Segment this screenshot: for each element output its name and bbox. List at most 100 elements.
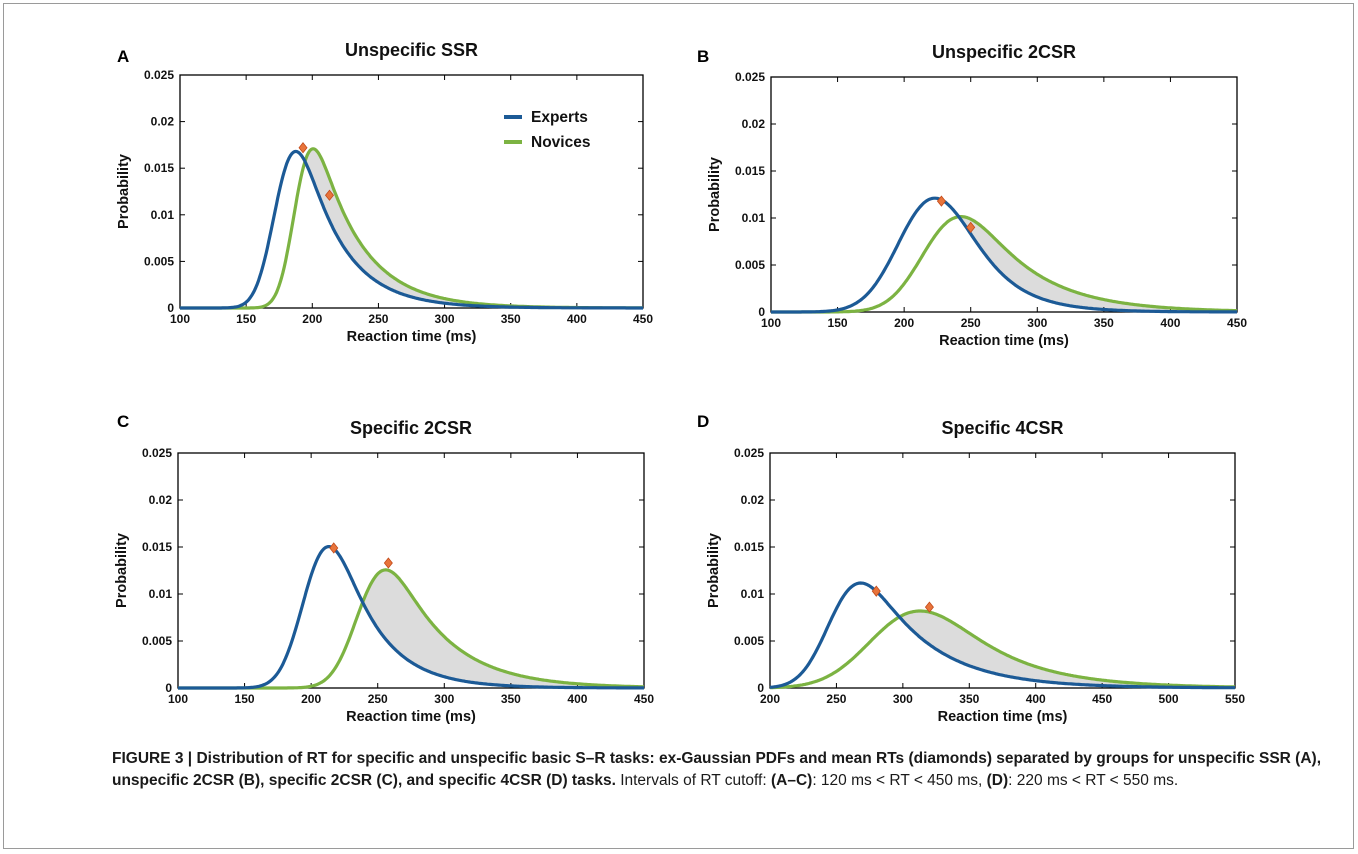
y-tick-label: 0.02 [742, 117, 766, 131]
caption-cutoff-d-label: (D) [986, 772, 1009, 789]
x-tick-label: 350 [1094, 316, 1114, 330]
panel-letter-d: D [697, 412, 709, 431]
mean-rt-diamond-experts [329, 542, 339, 554]
chart-title-d: Specific 4CSR [941, 418, 1063, 438]
x-tick-label: 200 [894, 316, 914, 330]
y-tick-label: 0.025 [142, 446, 172, 460]
shaded-difference-d [900, 611, 1235, 688]
x-tick-label: 350 [501, 692, 521, 706]
mean-rt-diamond-experts [871, 585, 881, 597]
legend: Experts Novices [504, 109, 590, 151]
panel-a: A Unspecific SSR 100 150 200 250 300 350 400 450 0… [116, 40, 653, 345]
x-tick-label: 300 [1027, 316, 1047, 330]
series-line-experts-b [770, 196, 1238, 314]
panel-letter-c: C [117, 412, 129, 431]
series-line-experts-d [769, 581, 1236, 690]
panel-letter-a: A [117, 47, 129, 66]
caption-bold-text: Distribution of RT for specific and unsp… [112, 750, 1321, 789]
x-tick-label: 450 [1227, 316, 1247, 330]
plot-area-a [179, 74, 644, 309]
x-tick-label: 500 [1159, 692, 1179, 706]
x-tick-label: 450 [633, 312, 653, 326]
x-tick-label: 400 [1026, 692, 1046, 706]
y-tick-label: 0.005 [734, 634, 764, 648]
plot-area-d [769, 452, 1236, 689]
mean-rt-diamond-novices [324, 189, 334, 201]
y-tick-label: 0.015 [142, 540, 172, 554]
x-tick-label: 100 [168, 692, 188, 706]
y-tick-label: 0.015 [735, 164, 765, 178]
mean-rt-diamond-novices [966, 221, 976, 234]
x-tick-label: 400 [567, 312, 587, 326]
plot-area-c [177, 452, 645, 689]
x-tick-label: 450 [1092, 692, 1112, 706]
shaded-difference-c [363, 569, 644, 688]
mean-rt-diamond-experts [298, 142, 308, 154]
x-tick-label: 100 [761, 316, 781, 330]
caption-figure-label: FIGURE 3 | [112, 750, 193, 767]
panel-letter-b: B [697, 47, 709, 66]
y-axis-label-b: Probability [707, 157, 723, 232]
y-tick-label: 0.01 [149, 587, 173, 601]
x-tick-label: 350 [959, 692, 979, 706]
x-tick-label: 300 [893, 692, 913, 706]
y-tick-label: 0.025 [735, 70, 765, 84]
x-tick-label: 400 [1160, 316, 1180, 330]
y-axis-label-a: Probability [116, 154, 132, 229]
y-tick-label: 0 [167, 301, 174, 315]
series-line-experts-a [179, 149, 644, 310]
chart-title-a: Unspecific SSR [345, 40, 478, 60]
x-tick-label: 200 [301, 692, 321, 706]
figure-frame [3, 3, 1354, 849]
chart-title-c: Specific 2CSR [350, 418, 472, 438]
shaded-difference-b [960, 216, 1237, 312]
figure-charts: A Unspecific SSR 100 150 200 250 300 350 400 450 0… [114, 40, 1247, 725]
y-tick-label: 0 [165, 681, 172, 695]
y-tick-label: 0.02 [149, 493, 173, 507]
mean-rt-diamond-novices [924, 601, 934, 613]
panel-b: B Unspecific 2CSR 100 150 200 250 300 350 400 450… [697, 42, 1247, 349]
x-tick-label: 400 [567, 692, 587, 706]
x-tick-label: 150 [828, 316, 848, 330]
panel-d: D Specific 4CSR 200 250 300 350 400 450 500 550 0 0… [697, 412, 1245, 725]
series-line-novices-b [770, 215, 1238, 314]
y-tick-label: 0.01 [741, 587, 765, 601]
x-tick-label: 350 [501, 312, 521, 326]
series-line-experts-c [177, 545, 645, 690]
x-tick-label: 250 [368, 692, 388, 706]
x-tick-label: 200 [760, 692, 780, 706]
x-tick-label: 200 [302, 312, 322, 326]
y-tick-label: 0.01 [742, 211, 766, 225]
caption-cutoff-abc-label: (A–C) [770, 772, 813, 789]
x-tick-label: 300 [435, 312, 455, 326]
x-tick-label: 150 [236, 312, 256, 326]
y-tick-label: 0.01 [151, 208, 175, 222]
y-tick-label: 0.025 [734, 446, 764, 460]
shaded-difference-a [306, 148, 643, 308]
legend-label-experts: Experts [531, 109, 588, 126]
x-tick-label: 300 [434, 692, 454, 706]
series-line-novices-a [179, 147, 644, 310]
series-line-novices-d [769, 609, 1236, 690]
plot-area-b [770, 76, 1238, 313]
y-axis-label-d: Probability [706, 533, 722, 608]
x-axis-label-c: Reaction time (ms) [346, 709, 476, 725]
y-tick-label: 0.025 [144, 68, 174, 82]
x-tick-label: 250 [368, 312, 388, 326]
legend-label-novices: Novices [531, 134, 590, 151]
mean-rt-diamond-experts [936, 195, 946, 207]
mean-rt-diamond-novices [383, 557, 393, 569]
y-tick-label: 0.005 [142, 634, 172, 648]
caption-cutoff-abc-text: : 120 ms < RT < 450 ms, [812, 772, 987, 789]
y-tick-label: 0 [758, 305, 765, 319]
x-axis-label-a: Reaction time (ms) [347, 329, 477, 345]
y-tick-label: 0.015 [144, 161, 174, 175]
x-tick-label: 450 [634, 692, 654, 706]
figure-caption: FIGURE 3 | Distribution of RT for specif… [112, 748, 1340, 792]
y-tick-label: 0.015 [734, 540, 764, 554]
x-tick-label: 250 [961, 316, 981, 330]
x-tick-label: 100 [170, 312, 190, 326]
y-tick-label: 0.005 [735, 258, 765, 272]
x-tick-label: 150 [235, 692, 255, 706]
x-axis-label-d: Reaction time (ms) [938, 709, 1068, 725]
